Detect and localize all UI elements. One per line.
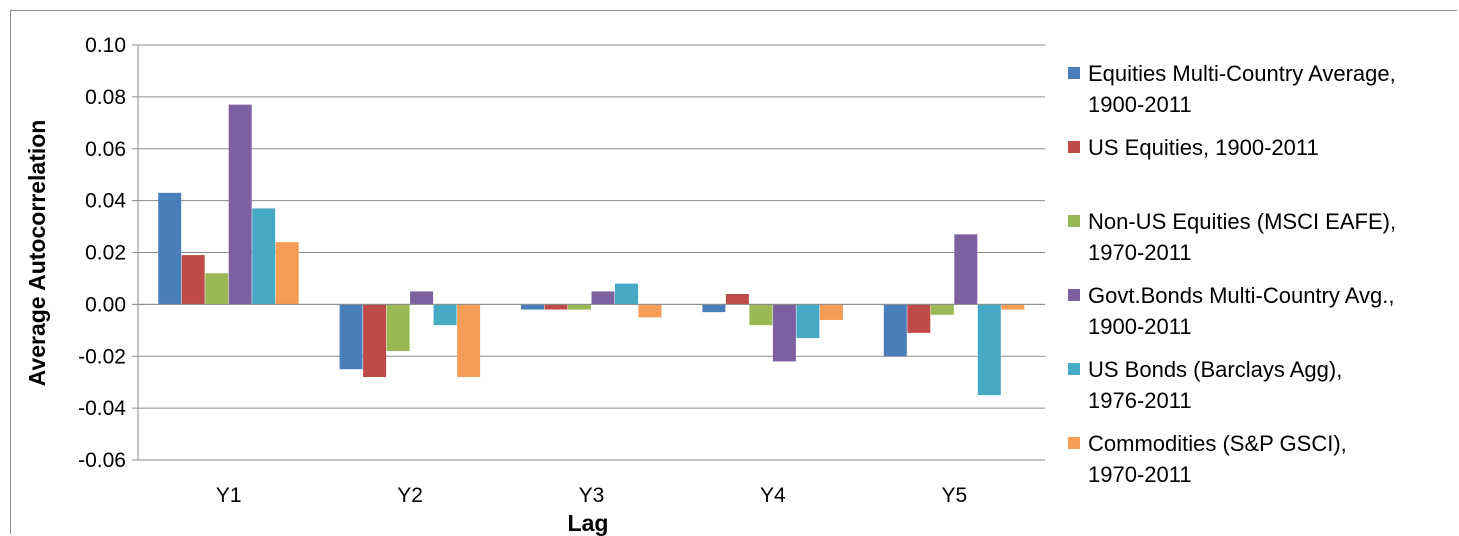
bar [544,304,568,310]
bar [638,304,662,318]
bar [591,291,615,305]
legend-swatch [1068,363,1080,375]
bar [954,234,978,305]
bar [796,304,820,339]
legend-label: US Equities, 1900-2011 [1088,135,1319,160]
bar [702,304,726,313]
x-axis-title: Lag [568,510,609,536]
legend-label: Govt.Bonds Multi-Country Avg., 1900-2011 [1088,283,1395,339]
bar [725,294,749,305]
y-tick-label: -0.06 [78,449,126,472]
x-tick-label: Y1 [216,484,242,507]
y-tick-label: 0.00 [85,293,126,316]
bar [819,304,843,320]
x-tick-label: Y4 [760,484,786,507]
legend-swatch [1068,141,1080,153]
bar [883,304,907,357]
legend-label: Non-US Equities (MSCI EAFE), 1970-2011 [1088,209,1397,265]
bar [363,304,387,377]
bar [386,304,410,352]
bar [158,192,182,305]
legend-swatch [1068,437,1080,449]
y-tick-label: -0.04 [78,397,126,420]
bar [568,304,591,310]
legend-swatch [1068,215,1080,227]
bar [181,255,205,305]
bar [1001,304,1025,310]
legend-label: Equities Multi-Country Average, 1900-201… [1088,61,1396,117]
y-tick-label: 0.04 [85,190,126,213]
bar [930,304,954,315]
bar [205,273,229,305]
bar [772,304,796,362]
bar [457,304,481,377]
bar [977,304,1001,396]
y-tick-label: 0.08 [85,86,126,109]
x-tick-label: Y3 [579,484,605,507]
x-tick-label: Y5 [941,484,967,507]
bar [521,304,544,310]
bar [433,304,457,326]
bar [252,208,276,305]
bar [410,291,434,305]
bar [749,304,773,326]
axes: 0.10 0.08 0.06 0.04 0.02 0.00 -0.02 -0.04 -0.06 Y… [78,34,1045,507]
y-tick-label: -0.02 [78,345,126,368]
legend-swatch [1068,67,1080,79]
bar [275,242,299,305]
bar [228,104,252,305]
y-tick-label: 0.06 [85,138,126,161]
legend-label: US Bonds (Barclays Agg), 1976-2011 [1088,357,1343,413]
bar [339,304,363,370]
bar [615,283,638,305]
x-tick-label: Y2 [397,484,423,507]
chart-frame [10,10,1457,534]
bars [158,104,1025,396]
y-axis-title: Average Autocorrelation [24,120,50,387]
y-tick-label: 0.10 [85,34,126,57]
legend-label: Commodities (S&P GSCI), 1970-2011 [1088,431,1347,487]
y-tick-label: 0.02 [85,242,126,265]
bar [907,304,931,333]
legend-swatch [1068,289,1080,301]
